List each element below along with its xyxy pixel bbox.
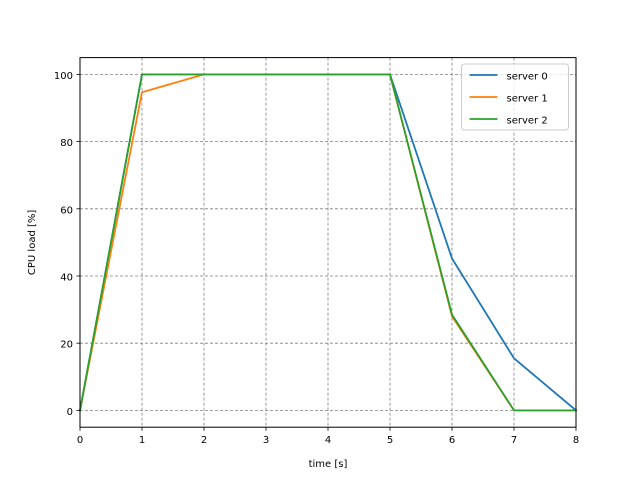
y-tick-label: 100 [54,71,73,82]
legend-label: server 0 [507,72,548,83]
series-line-2 [78,73,577,412]
y-axis-ticks: 0 20 40 60 80 100 [54,71,80,418]
legend-label: server 1 [507,94,548,105]
x-tick-label: 6 [449,435,455,446]
x-tick-label: 5 [387,435,393,446]
x-tick-label: 2 [201,435,207,446]
x-axis-ticks: 0 1 2 3 4 5 6 7 8 [77,427,579,446]
x-axis-label: time [s] [309,459,348,470]
y-tick-label: 0 [67,407,73,418]
series-lines [78,73,578,412]
y-tick-label: 80 [60,138,73,149]
y-axis-label: CPU load [%] [27,210,38,275]
x-tick-label: 7 [511,435,517,446]
x-tick-label: 1 [139,435,145,446]
y-tick-label: 40 [60,273,73,284]
y-tick-label: 60 [60,205,73,216]
y-tick-label: 20 [60,340,73,351]
x-tick-label: 8 [573,435,579,446]
legend-box [461,63,569,131]
legend-label: server 2 [507,116,548,127]
x-tick-label: 0 [77,435,83,446]
legend: server 0 server 1 server 2 [461,63,569,131]
x-tick-label: 4 [325,435,331,446]
x-tick-label: 3 [263,435,269,446]
